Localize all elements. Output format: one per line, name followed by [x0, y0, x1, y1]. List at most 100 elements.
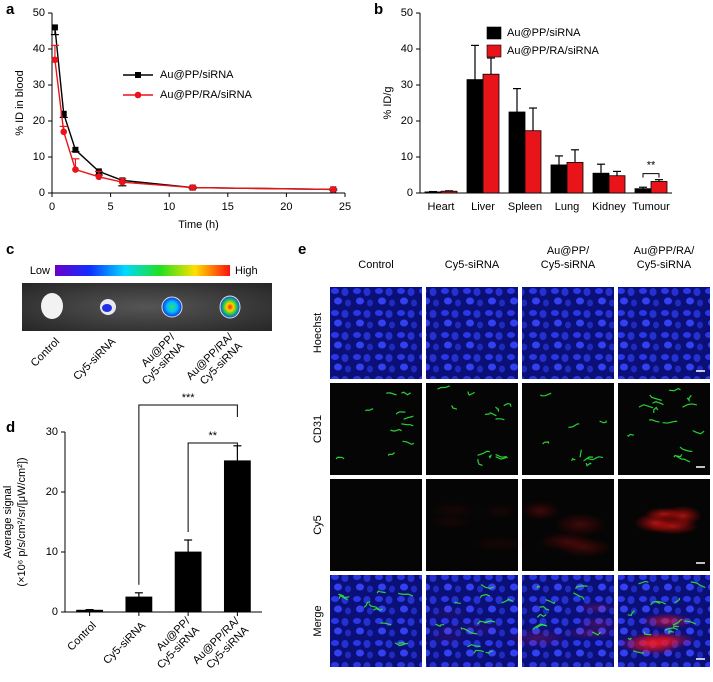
micrograph: [522, 287, 614, 379]
cy5-signal: [424, 605, 473, 621]
y-tick-label: 20: [33, 115, 45, 127]
micrograph: [616, 575, 710, 667]
cd31-vessel: [668, 630, 675, 634]
organ-image: [41, 293, 63, 319]
data-point: [72, 146, 79, 153]
cd31-vessel: [338, 594, 348, 601]
cd31-vessel: [402, 440, 415, 445]
micrograph-background: [522, 287, 614, 379]
cd31-vessel: [655, 600, 667, 605]
bar: [223, 460, 251, 613]
bar: [550, 164, 568, 194]
bar: [508, 111, 526, 194]
cd31-vessel: [376, 590, 386, 594]
cd31-vessel: [477, 459, 483, 466]
cd31-vessel: [649, 419, 660, 423]
x-tick-label: 0: [49, 201, 55, 213]
cd31-vessel: [587, 456, 604, 461]
cd31-vessel: [398, 592, 414, 597]
cd31-vessel: [682, 403, 697, 408]
scale-low: Low: [30, 265, 50, 277]
cd31-vessel: [403, 415, 414, 420]
cd31-vessel: [462, 627, 478, 635]
cd31-vessel: [679, 446, 693, 453]
cy5-signal: [481, 503, 520, 519]
x-tick-label: Lung: [555, 201, 579, 213]
bar: [634, 188, 652, 194]
row-label: Hoechst: [312, 313, 324, 353]
cy5-signal: [634, 512, 676, 533]
micrograph-background: [618, 287, 710, 379]
cd31-vessel: [575, 585, 588, 590]
data-point: [119, 178, 126, 186]
cd31-vessel: [672, 618, 683, 626]
micrograph-background: [522, 383, 614, 475]
cd31-vessel: [673, 625, 680, 628]
significance-label: **: [647, 160, 656, 172]
cd31-vessel: [495, 453, 509, 459]
cd31-vessel: [387, 452, 396, 456]
x-tick-label: Heart: [428, 201, 455, 213]
panel-letter: b: [374, 1, 383, 18]
cy5-signal: [507, 627, 569, 649]
organ-signal: [102, 304, 112, 312]
micrograph: [330, 383, 422, 475]
cd31-vessel: [485, 650, 493, 654]
x-tick-label: 15: [222, 201, 234, 213]
cd31-vessel: [669, 387, 681, 392]
data-point: [51, 24, 58, 31]
bar: [440, 190, 458, 194]
cd31-vessel: [536, 613, 547, 618]
cd31-vessel: [386, 392, 397, 396]
data-point: [189, 184, 196, 191]
legend-label: Au@PP/siRNA: [160, 69, 234, 81]
cd31-vessel: [395, 411, 406, 415]
panel-letter: d: [6, 419, 15, 436]
cd31-vessel: [335, 456, 345, 460]
y-tick-label: 30: [33, 79, 45, 91]
cd31-vessel: [627, 433, 634, 437]
x-tick-label: Tumour: [632, 201, 670, 213]
data-point: [95, 173, 103, 181]
significance-label: ***: [182, 392, 196, 404]
y-tick-label: 10: [401, 151, 413, 163]
cd31-vessel: [495, 406, 500, 412]
significance-bracket: [138, 404, 238, 585]
cy5-signal: [616, 633, 679, 654]
cd31-vessel: [536, 585, 541, 589]
x-tick-label: Liver: [471, 201, 495, 213]
cy5-signal: [556, 537, 613, 558]
micrograph: [425, 479, 531, 571]
cd31-vessel: [401, 391, 412, 396]
micrograph: [618, 479, 710, 571]
cd31-vessel: [676, 455, 691, 463]
cd31-vessel: [539, 392, 552, 397]
cd31-vessel: [545, 599, 556, 605]
cd31-vessel: [501, 598, 514, 604]
x-tick-label: Kidney: [592, 201, 626, 213]
y-axis-label: % ID/g: [382, 86, 394, 119]
row-label: CD31: [312, 415, 324, 443]
micrograph: [426, 383, 518, 475]
x-tick-label: 10: [163, 201, 175, 213]
panel-letter: e: [298, 241, 306, 258]
column-header-line: Au@PP/RA/: [634, 245, 696, 257]
bar: [566, 161, 584, 194]
cd31-vessel: [476, 620, 492, 625]
column-header-line: Cy5-siRNA: [445, 259, 500, 271]
cd31-vessel: [638, 580, 649, 585]
cd31-vessel: [467, 391, 475, 396]
micrograph: [507, 575, 620, 667]
cd31-vessel: [401, 423, 414, 427]
y-tick-label: 0: [407, 187, 413, 199]
legend-label: Au@PP/siRNA: [507, 27, 581, 39]
cd31-vessel: [477, 450, 490, 456]
y-tick-label: 0: [52, 606, 58, 618]
cd31-vessel: [650, 600, 661, 606]
bar: [466, 79, 484, 194]
cd31-vessel: [532, 623, 547, 630]
cd31-vessel: [495, 418, 505, 421]
bar: [650, 181, 668, 194]
